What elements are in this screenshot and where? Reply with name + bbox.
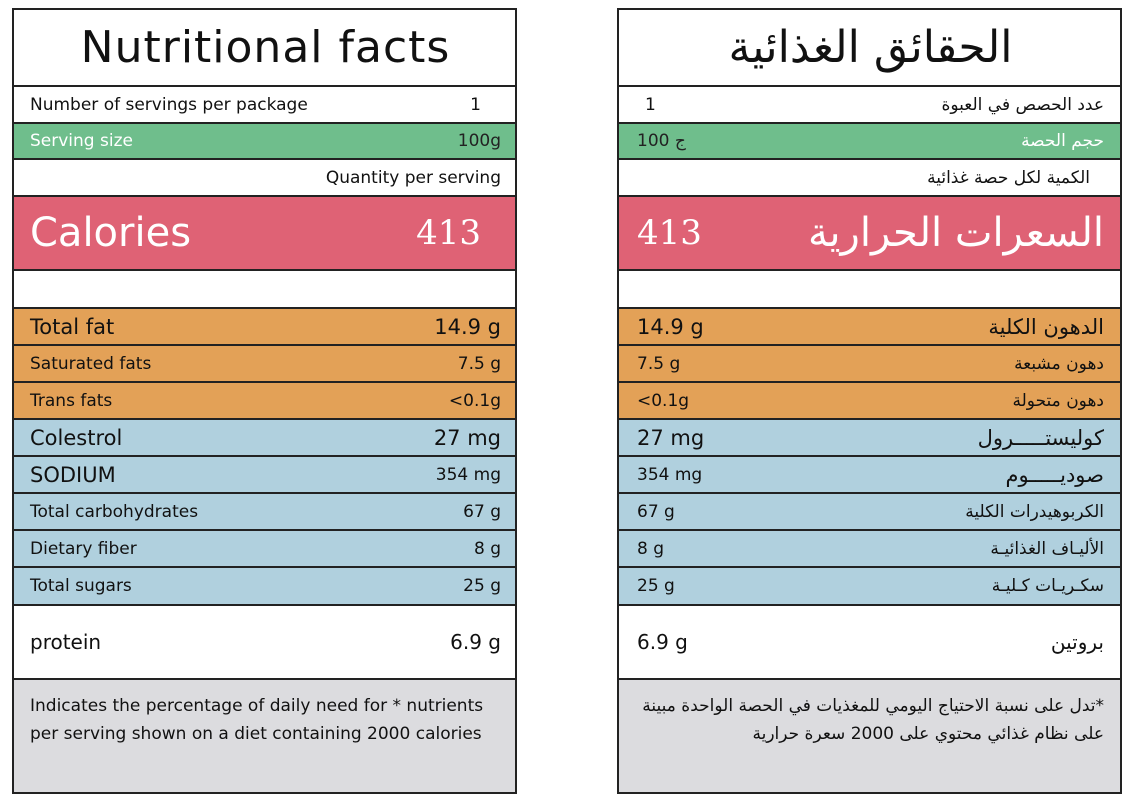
- servings-value: 1: [470, 94, 481, 115]
- nutrient-value: 27 mg: [433, 425, 501, 450]
- nutrient-label: Total carbohydrates: [30, 501, 199, 522]
- nutrient-value: 7.5 g: [637, 353, 681, 374]
- serving-size-row: حجم الحصة 100 ج: [619, 122, 1120, 158]
- nutrient-value: 14.9 g: [434, 314, 501, 339]
- nutrition-facts-panel-english: Nutritional facts Number of servings per…: [12, 8, 517, 794]
- nutrient-label: SODIUM: [30, 462, 116, 487]
- blank-row: [14, 269, 515, 307]
- nutrient-row-trans-fats: Trans fats <0.1g: [14, 381, 515, 418]
- nutrient-row-total-carbohydrates: الكربوهيدرات الكلية 67 g: [619, 492, 1120, 529]
- nutrient-label: Total fat: [30, 314, 115, 339]
- protein-value: 6.9 g: [637, 630, 688, 654]
- nutrient-value: 8 g: [473, 538, 501, 559]
- nutrient-value: 354 mg: [637, 464, 703, 485]
- nutrient-row-cholesterol: Colestrol 27 mg: [14, 418, 515, 455]
- calories-label: Calories: [30, 210, 192, 256]
- nutrient-label: Trans fats: [30, 390, 113, 411]
- nutrient-value: <0.1g: [637, 390, 690, 411]
- servings-label: Number of servings per package: [30, 94, 308, 115]
- serving-size-row: Serving size 100g: [14, 122, 515, 158]
- nutrient-value: 67 g: [463, 501, 501, 522]
- nutrient-value: 25 g: [463, 576, 501, 596]
- nutrient-label: الكربوهيدرات الكلية: [965, 501, 1104, 522]
- calories-label: السعرات الحرارية: [807, 210, 1104, 256]
- nutrient-label: Total sugars: [30, 576, 132, 596]
- quantity-row: الكمية لكل حصة غذائية: [619, 158, 1120, 195]
- footnote-text: *تدل على نسبة الاحتياج اليومي للمغذيات ف…: [642, 696, 1104, 744]
- nutrient-row-total-fat: Total fat 14.9 g: [14, 307, 515, 344]
- blank-row: [619, 269, 1120, 307]
- calories-value: 413: [416, 213, 481, 253]
- nutrient-label: دهون متحولة: [1012, 390, 1105, 411]
- nutrient-value: 14.9 g: [637, 314, 704, 339]
- serving-size-label: حجم الحصة: [1021, 131, 1104, 151]
- nutrient-label: سكـريـات كـليـة: [991, 576, 1104, 596]
- quantity-row: Quantity per serving: [14, 158, 515, 195]
- footnote: *تدل على نسبة الاحتياج اليومي للمغذيات ف…: [619, 678, 1120, 792]
- serving-size-value: 100g: [457, 131, 501, 151]
- nutrient-value: 8 g: [637, 538, 665, 559]
- protein-label: protein: [30, 630, 102, 654]
- nutrient-value: 25 g: [637, 576, 675, 596]
- nutrient-label: Colestrol: [30, 425, 123, 450]
- footnote: Indicates the percentage of daily need f…: [14, 678, 515, 792]
- serving-size-value: 100 ج: [637, 131, 686, 151]
- servings-label: عدد الحصص في العبوة: [941, 94, 1104, 115]
- nutrient-label: الدهون الكلية: [988, 314, 1104, 339]
- panel-title: Nutritional facts: [80, 21, 451, 73]
- servings-value: 1: [645, 94, 656, 115]
- protein-label: بروتين: [1050, 630, 1104, 654]
- protein-value: 6.9 g: [450, 630, 501, 654]
- nutrient-row-saturated-fats: Saturated fats 7.5 g: [14, 344, 515, 381]
- nutrient-label: دهون مشبعة: [1014, 353, 1104, 374]
- nutrition-facts-panel-arabic: الحقائق الغذائية عدد الحصص في العبوة 1 ح…: [617, 8, 1122, 794]
- nutrient-label: الأليـاف الغذائيـة: [990, 538, 1104, 559]
- nutrient-row-sodium: صوديـــــوم 354 mg: [619, 455, 1120, 492]
- calories-row: السعرات الحرارية 413: [619, 195, 1120, 269]
- nutrient-label: Dietary fiber: [30, 538, 137, 559]
- nutrient-row-total-fat: الدهون الكلية 14.9 g: [619, 307, 1120, 344]
- nutrient-value: 7.5 g: [457, 353, 501, 374]
- quantity-label: Quantity per serving: [325, 167, 501, 188]
- nutrient-value: 27 mg: [637, 425, 705, 450]
- protein-row: بروتين 6.9 g: [619, 604, 1120, 678]
- calories-row: Calories 413: [14, 195, 515, 269]
- servings-row: Number of servings per package 1: [14, 85, 515, 122]
- nutrient-row-cholesterol: كوليستـــــرول 27 mg: [619, 418, 1120, 455]
- nutrient-row-dietary-fiber: Dietary fiber 8 g: [14, 529, 515, 566]
- nutrient-value: <0.1g: [448, 390, 501, 411]
- servings-row: عدد الحصص في العبوة 1: [619, 85, 1120, 122]
- nutrient-label: Saturated fats: [30, 353, 152, 374]
- calories-value: 413: [637, 213, 702, 253]
- nutrient-row-trans-fats: دهون متحولة <0.1g: [619, 381, 1120, 418]
- nutrient-value: 354 mg: [435, 464, 501, 485]
- nutrient-row-total-sugars: Total sugars 25 g: [14, 566, 515, 604]
- footnote-text: Indicates the percentage of daily need f…: [30, 696, 484, 744]
- nutrient-value: 67 g: [637, 501, 675, 522]
- nutrient-row-dietary-fiber: الأليـاف الغذائيـة 8 g: [619, 529, 1120, 566]
- nutrient-row-sodium: SODIUM 354 mg: [14, 455, 515, 492]
- nutrient-label: صوديـــــوم: [1005, 462, 1105, 487]
- serving-size-label: Serving size: [30, 131, 133, 151]
- nutrient-label: كوليستـــــرول: [977, 425, 1104, 450]
- protein-row: protein 6.9 g: [14, 604, 515, 678]
- panel-title: الحقائق الغذائية: [728, 21, 1013, 73]
- quantity-label: الكمية لكل حصة غذائية: [927, 167, 1090, 188]
- nutrient-row-total-sugars: سكـريـات كـليـة 25 g: [619, 566, 1120, 604]
- nutrient-row-saturated-fats: دهون مشبعة 7.5 g: [619, 344, 1120, 381]
- nutrient-row-total-carbohydrates: Total carbohydrates 67 g: [14, 492, 515, 529]
